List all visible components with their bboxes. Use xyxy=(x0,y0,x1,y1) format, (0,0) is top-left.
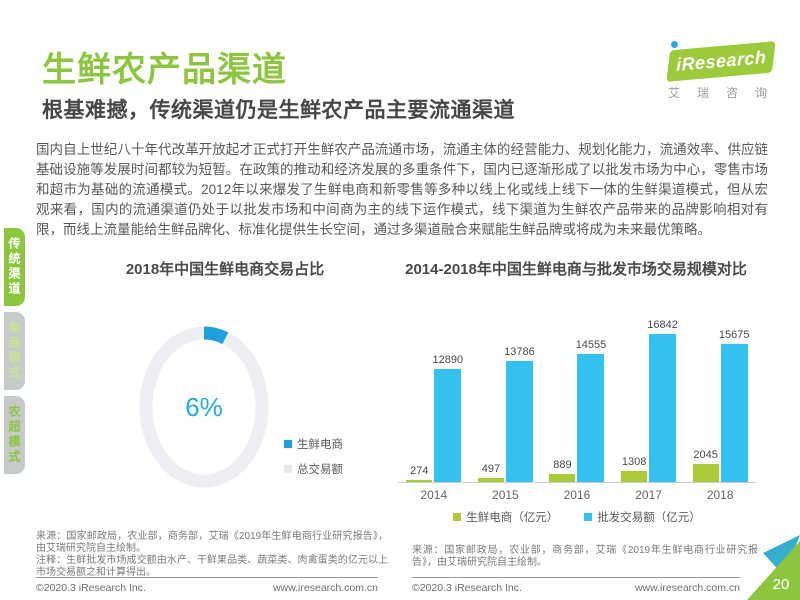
bar-fresh-ecommerce-2018: 2045 xyxy=(692,449,719,482)
x-tick-2014: 2014 xyxy=(420,488,448,502)
bar-fresh-ecommerce-2014: 274 xyxy=(406,465,433,482)
bar-value-label: 889 xyxy=(553,459,572,471)
bar-value-label: 2045 xyxy=(693,449,718,461)
bar-value-label: 16842 xyxy=(647,319,678,331)
legend-swatch-icon xyxy=(584,513,593,521)
bar-group-2016: 889 14555 xyxy=(549,330,606,482)
bar-wholesale-2017: 16842 xyxy=(647,319,678,482)
page-corner-decoration: 20 xyxy=(747,535,800,600)
logo-text: iResearch xyxy=(675,47,767,75)
sidebar-tab-3[interactable]: 农超模式 xyxy=(4,396,25,474)
bar-fresh-ecommerce-2017: 1308 xyxy=(621,456,648,482)
bar-fresh-ecommerce-2016: 889 xyxy=(549,459,576,482)
footer-divider-left xyxy=(36,577,378,578)
legend-label: 生鲜电商 xyxy=(297,439,343,451)
copyright-text: ©2020.3 iResearch Inc. xyxy=(36,582,146,594)
bar-value-label: 13786 xyxy=(504,346,535,358)
page-title: 生鲜农产品渠道 xyxy=(42,51,287,89)
donut-slice-fresh-ecommerce xyxy=(203,326,229,345)
page-number: 20 xyxy=(773,576,790,593)
bar-legend-item-2: 批发交易额（亿元） xyxy=(584,509,701,525)
legend-swatch-icon xyxy=(453,513,462,521)
bar-chart-x-axis: 2014 2015 2016 2017 2018 xyxy=(398,488,756,502)
bar-wholesale-2016: 14555 xyxy=(576,339,606,482)
donut-chart-title: 2018年中国生鲜电商交易占比 xyxy=(125,261,325,278)
logo-shape: iResearch xyxy=(666,41,776,82)
bar-value-label: 15675 xyxy=(718,329,750,341)
legend-label: 总交易额 xyxy=(297,464,343,476)
chapter-tabs: 传统渠道电商模式农超模式 xyxy=(4,228,26,480)
bar-value-label: 1308 xyxy=(621,456,647,468)
iresearch-logo: iResearch 艾瑞咨询 xyxy=(662,40,784,100)
x-tick-2016: 2016 xyxy=(563,488,591,502)
bar-wholesale-2014: 12890 xyxy=(433,354,463,482)
donut-legend-item-1: 生鲜电商 xyxy=(284,436,343,452)
legend-swatch-icon xyxy=(284,440,292,448)
bar-chart-plot: 274 12890 497 13786 889 14555 1308 16842 2045 156… xyxy=(398,319,756,483)
bar-value-label: 14555 xyxy=(575,339,607,351)
donut-chart: 6% xyxy=(127,322,282,492)
remark-line: 注释：生鲜批发市场成交额由水产、干鲜果品类、蔬菜类、肉禽蛋类的亿元以上市场交易额… xyxy=(36,555,388,578)
bar-group-2018: 2045 15675 xyxy=(692,329,749,482)
source-note-right: 来源：国家邮政局，农业部，商务部，艾瑞《2019年生鲜电商行业研究报告》，由艾瑞… xyxy=(412,545,758,569)
sidebar-tab-2[interactable]: 电商模式 xyxy=(4,312,25,390)
source-note-left: 来源：国家邮政局，农业部，商务部，艾瑞《2019年生鲜电商行业研究报告》，由艾瑞… xyxy=(36,531,388,579)
bar-chart-title: 2014-2018年中国生鲜电商与批发市场交易规模对比 xyxy=(405,261,747,278)
logo-i-dot-icon xyxy=(671,41,678,48)
sidebar-tab-1[interactable]: 传统渠道 xyxy=(4,228,25,306)
copyright-text: ©2020.3 iResearch Inc. xyxy=(412,582,522,594)
donut-center-value: 6% xyxy=(185,392,223,422)
source-line: 来源：国家邮政局，农业部，商务部，艾瑞《2019年生鲜电商行业研究报告》，由艾瑞… xyxy=(36,531,388,554)
website-link[interactable]: www.iresearch.com.cn xyxy=(272,582,378,594)
footer-right: ©2020.3 iResearch Inc. www.iresearch.com… xyxy=(412,582,740,594)
bar-group-2014: 274 12890 xyxy=(406,330,463,482)
bar-chart-legend: 生鲜电商（亿元） 批发交易额（亿元） xyxy=(398,509,756,525)
legend-label: 生鲜电商（亿元） xyxy=(466,512,559,524)
bar-legend-item-1: 生鲜电商（亿元） xyxy=(453,509,558,525)
logo-caption: 艾瑞咨询 xyxy=(668,86,785,100)
bar-value-label: 274 xyxy=(410,465,429,477)
footer-divider-right xyxy=(412,577,740,578)
bar-group-2017: 1308 16842 xyxy=(621,319,678,482)
body-paragraph: 国内自上世纪八十年代改革开放起才正式打开生鲜农产品流通市场，流通主体的经营能力、… xyxy=(36,142,768,237)
bar-wholesale-2018: 15675 xyxy=(719,329,749,482)
x-tick-2015: 2015 xyxy=(492,488,519,502)
bar-group-2015: 497 13786 xyxy=(477,330,535,482)
source-line: 来源：国家邮政局，农业部，商务部，艾瑞《2019年生鲜电商行业研究报告》，由艾瑞… xyxy=(412,545,758,568)
website-link[interactable]: www.iresearch.com.cn xyxy=(634,582,740,594)
footer-left: ©2020.3 iResearch Inc. www.iresearch.com… xyxy=(36,582,378,594)
bar-value-label: 12890 xyxy=(432,354,464,366)
section-headline: 根基难撼，传统渠道仍是生鲜农产品主要流通渠道 xyxy=(42,99,515,122)
bar-value-label: 497 xyxy=(481,463,501,475)
bar-wholesale-2015: 13786 xyxy=(504,346,535,482)
legend-label: 批发交易额（亿元） xyxy=(597,512,701,524)
donut-legend: 生鲜电商 总交易额 xyxy=(284,436,343,486)
x-tick-2018: 2018 xyxy=(706,488,734,502)
donut-legend-item-2: 总交易额 xyxy=(284,461,343,477)
x-tick-2017: 2017 xyxy=(635,488,662,502)
legend-swatch-icon xyxy=(284,465,292,473)
bar-fresh-ecommerce-2015: 497 xyxy=(477,463,504,482)
